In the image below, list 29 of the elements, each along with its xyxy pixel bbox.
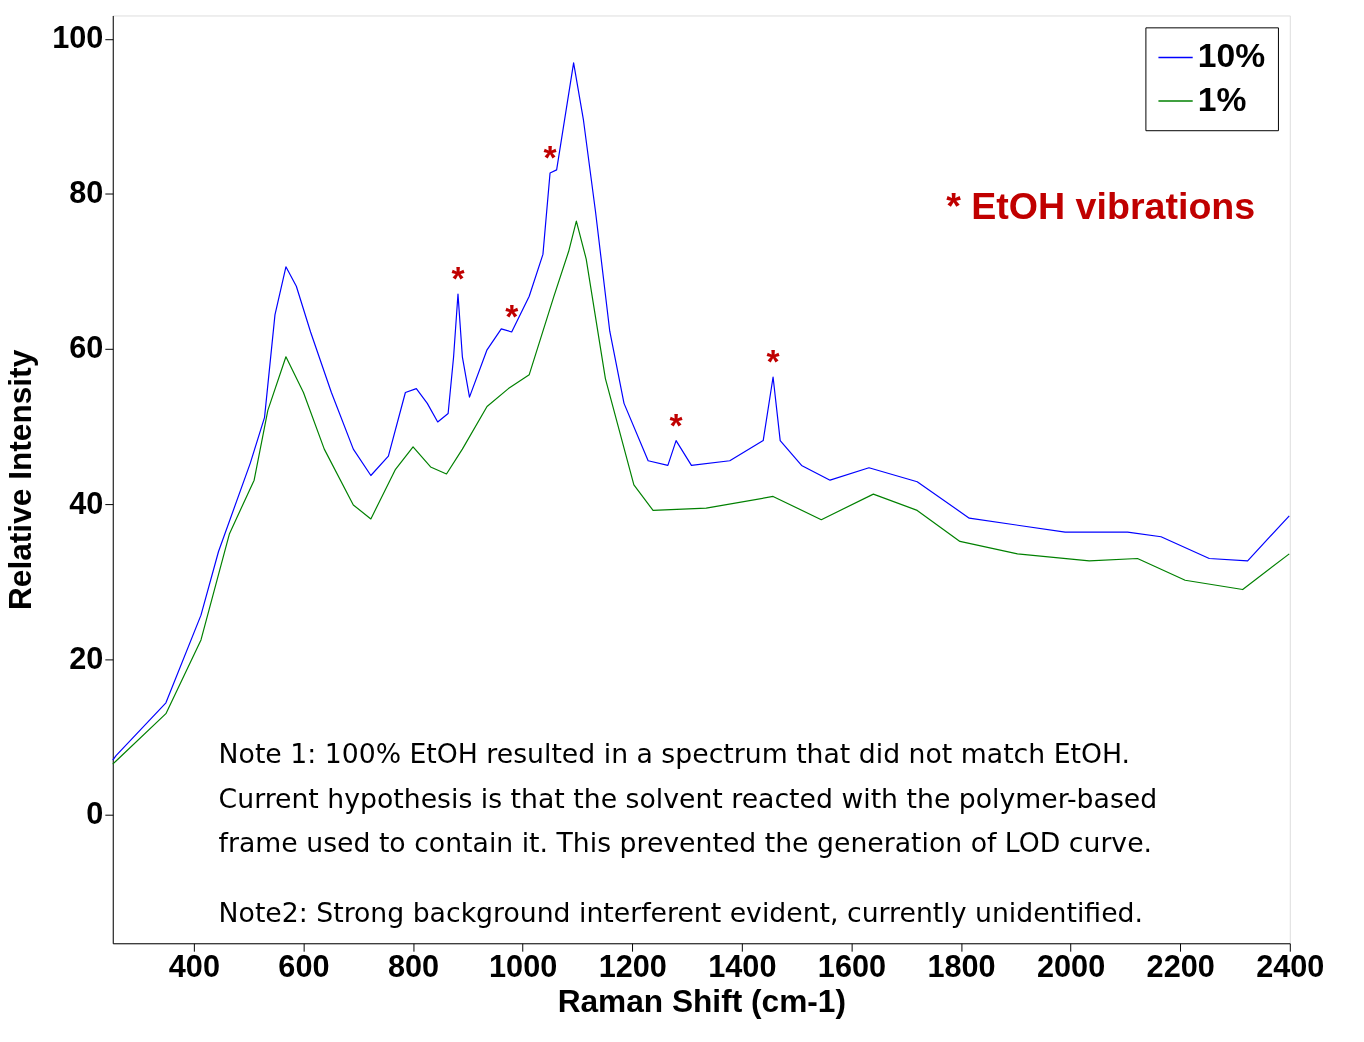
x-tick-label: 1800 [927, 949, 996, 984]
x-tick-label: 2400 [1256, 949, 1325, 984]
annotation: * [669, 406, 684, 444]
x-tick-label: 400 [168, 949, 220, 984]
annotation: * [451, 260, 466, 298]
y-tick-label: 80 [69, 175, 104, 210]
y-axis-title: Relative Intensity [2, 349, 39, 610]
y-tick-label: 20 [69, 640, 104, 675]
x-tick-label: 2200 [1146, 949, 1215, 984]
x-tick-label: 2000 [1037, 949, 1106, 984]
y-tick-label: 60 [69, 330, 104, 365]
x-tick-label: 1400 [708, 949, 777, 984]
y-tick-label: 100 [52, 20, 104, 55]
x-tick-label: 1600 [817, 949, 887, 984]
annotation: * [505, 298, 520, 336]
annotation: * [543, 139, 558, 176]
annotation: * EtOH vibrations [946, 185, 1256, 228]
x-tick-label: 1200 [598, 949, 667, 984]
x-axis-title: Raman Shift (cm-1) [557, 983, 846, 1020]
annotation: * [766, 343, 781, 381]
y-tick-label: 0 [86, 795, 104, 830]
legend-label: 10% [1197, 37, 1266, 75]
x-tick-label: 600 [278, 949, 330, 984]
y-tick-label: 40 [69, 485, 104, 520]
x-tick-label: 800 [387, 949, 440, 984]
x-tick-label: 1000 [489, 949, 558, 984]
annotation: Note2: Strong background interferent evident, currently unidentified. [218, 896, 1144, 928]
annotation: Note 1: 100% EtOH resulted in a spectrum that did not match EtOH. Current hypothesis is that the solvent reacted with the polymer-based frame used to contain it. This prevented the generation of LOD curve. [218, 738, 1158, 859]
legend-label: 1% [1197, 80, 1247, 118]
